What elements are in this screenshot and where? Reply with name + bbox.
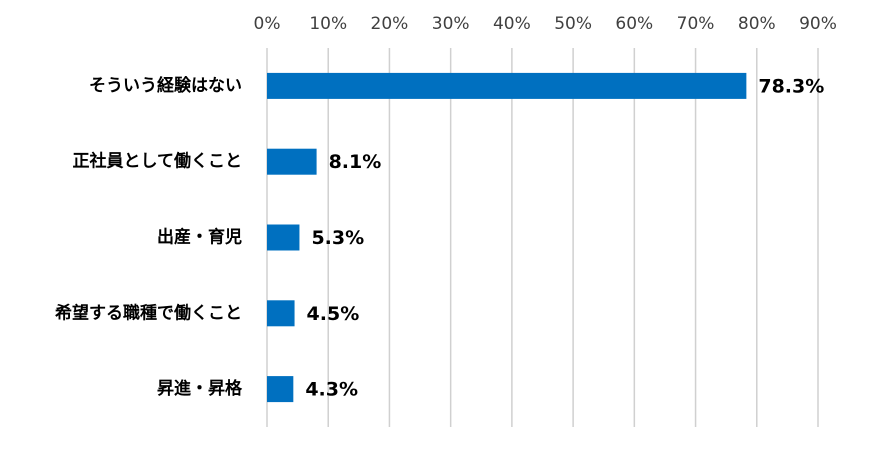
x-tick-label: 40% — [493, 14, 531, 34]
category-label: 出産・育児 — [157, 227, 242, 248]
category-label: そういう経験はない — [89, 75, 242, 96]
x-tick-label: 0% — [254, 14, 281, 34]
x-tick-label: 90% — [799, 14, 837, 34]
bar — [267, 148, 317, 175]
x-tick-label: 20% — [371, 14, 409, 34]
x-tick-label: 10% — [309, 14, 347, 34]
category-label: 昇進・昇格 — [157, 378, 243, 399]
value-label: 4.5% — [307, 303, 360, 325]
value-label: 5.3% — [311, 227, 364, 249]
bar — [267, 224, 300, 251]
x-tick-label: 30% — [432, 14, 470, 34]
value-label: 4.3% — [305, 379, 358, 401]
x-tick-label: 70% — [677, 14, 715, 34]
bar — [267, 300, 295, 327]
category-label: 希望する職種で働くこと — [55, 302, 242, 323]
category-label: 正社員として働くこと — [73, 151, 243, 172]
bar — [267, 376, 294, 403]
value-label: 8.1% — [329, 151, 382, 173]
x-tick-label: 50% — [554, 14, 592, 34]
x-tick-label: 60% — [615, 14, 653, 34]
x-tick-label: 80% — [738, 14, 776, 34]
value-label: 78.3% — [758, 75, 824, 97]
bar — [267, 72, 747, 99]
